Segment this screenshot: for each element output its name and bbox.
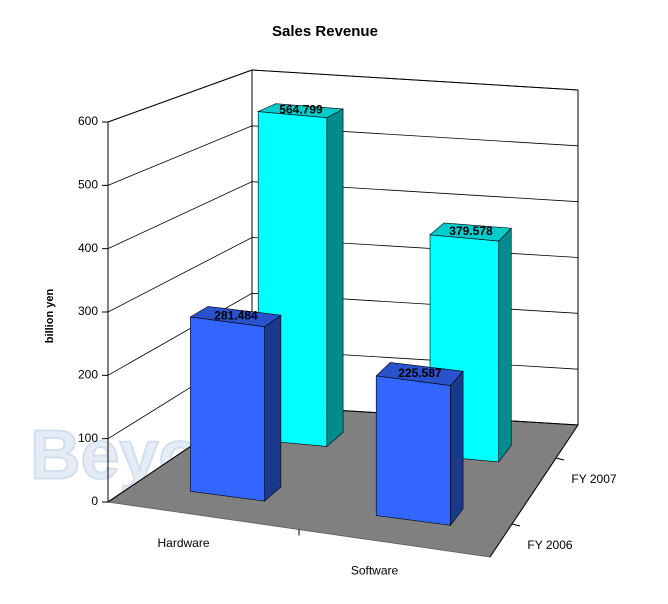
y-tick-label: 100 xyxy=(78,431,98,445)
chart-title: Sales Revenue xyxy=(272,23,378,40)
x-tick-label: Hardware xyxy=(157,536,209,550)
bar-side xyxy=(450,370,464,527)
z-tick xyxy=(511,523,521,527)
value-label: 564.799 xyxy=(279,103,323,117)
y-tick-label: 600 xyxy=(78,114,98,128)
bar-top xyxy=(257,103,345,119)
value-label: 225.587 xyxy=(398,366,442,380)
value-label: 379.578 xyxy=(449,224,493,238)
bar-side xyxy=(326,108,344,448)
bar-top xyxy=(189,306,282,327)
series-label: FY 2006 xyxy=(527,538,572,552)
bar-front xyxy=(190,316,266,502)
x-tick-label: Software xyxy=(351,563,399,577)
grid-line xyxy=(107,181,579,250)
bar-side xyxy=(498,227,512,463)
grid-line xyxy=(107,125,579,186)
y-tick-label: 500 xyxy=(78,178,98,192)
bar-top xyxy=(375,362,464,386)
y-axis-title: billion yen xyxy=(44,289,56,344)
series-label: FY 2007 xyxy=(571,472,616,486)
bar xyxy=(189,306,282,502)
y-tick-label: 0 xyxy=(91,494,98,508)
z-tick xyxy=(555,457,565,461)
bar-top xyxy=(429,222,512,242)
y-tick-label: 300 xyxy=(78,304,98,318)
y-tick-label: 400 xyxy=(78,241,98,255)
right-edge xyxy=(489,424,579,558)
grid-line xyxy=(107,69,579,123)
bar-front xyxy=(375,375,451,526)
y-tick-label: 200 xyxy=(78,368,98,382)
value-label: 281.484 xyxy=(214,308,258,322)
bar-side xyxy=(264,314,282,502)
bar xyxy=(375,362,464,527)
